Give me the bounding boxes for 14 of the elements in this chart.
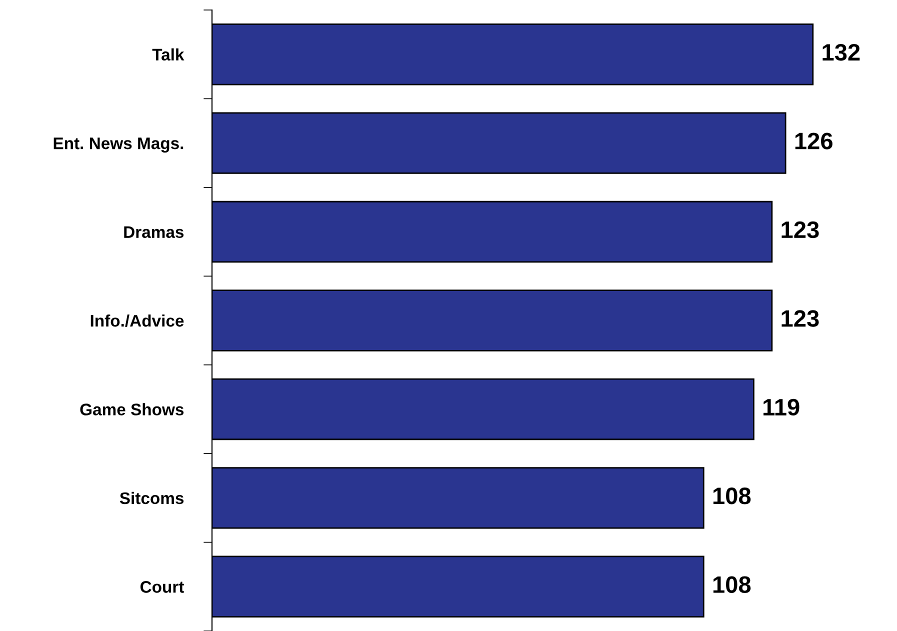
y-tick-label: Court [140,581,184,593]
y-tick-label: Dramas [124,226,184,238]
y-tick-label: Ent. News Mags. [54,138,184,153]
data-label: 108 [713,488,751,504]
y-tick-label: Talk [152,48,184,61]
y-tick-label: Info./Advice [90,314,184,327]
data-label: 119 [764,398,800,416]
y-tick-label: Sitcoms [120,492,184,504]
data-label: 126 [795,132,832,150]
data-label: 123 [782,310,819,327]
data-label: 123 [782,221,819,238]
y-tick-label: Game Shows [80,403,184,416]
data-label: 108 [713,576,751,593]
data-label: 132 [822,44,860,61]
